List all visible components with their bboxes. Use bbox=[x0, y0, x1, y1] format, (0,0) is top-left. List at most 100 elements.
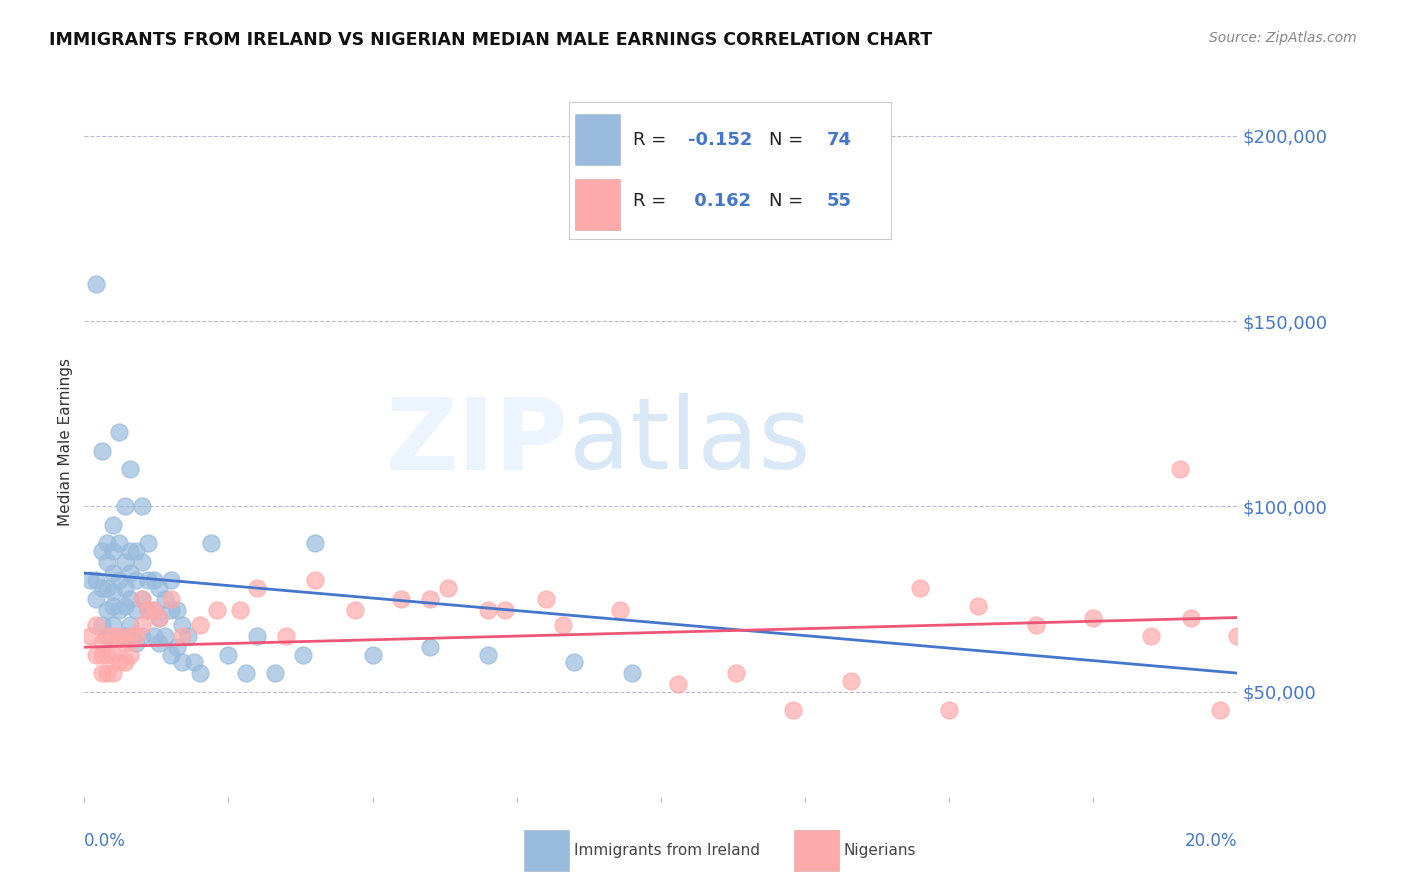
Point bbox=[103, 666, 124, 681]
Point bbox=[96, 581, 118, 595]
Text: 0.162: 0.162 bbox=[688, 193, 751, 211]
Point bbox=[183, 655, 205, 669]
Point bbox=[103, 566, 124, 580]
Point bbox=[84, 574, 107, 588]
Point bbox=[79, 574, 101, 588]
Point bbox=[153, 629, 176, 643]
Point bbox=[103, 629, 124, 643]
Point bbox=[96, 666, 118, 681]
Point bbox=[564, 655, 586, 669]
Point bbox=[96, 629, 118, 643]
Point bbox=[142, 603, 165, 617]
Point bbox=[79, 629, 101, 643]
Point bbox=[120, 629, 142, 643]
Point bbox=[131, 555, 153, 569]
Text: 55: 55 bbox=[827, 193, 852, 211]
Point bbox=[114, 599, 136, 614]
Point bbox=[1168, 462, 1191, 476]
Point bbox=[136, 536, 159, 550]
Text: 20.0%: 20.0% bbox=[1185, 832, 1237, 850]
Point bbox=[131, 618, 153, 632]
Point bbox=[166, 640, 188, 655]
Y-axis label: Median Male Earnings: Median Male Earnings bbox=[58, 358, 73, 525]
Point bbox=[391, 592, 413, 607]
Point bbox=[120, 618, 142, 632]
Point bbox=[84, 277, 107, 291]
Point bbox=[125, 574, 148, 588]
Text: ZIP: ZIP bbox=[385, 393, 568, 490]
Point bbox=[96, 603, 118, 617]
Point bbox=[125, 544, 148, 558]
Point bbox=[120, 566, 142, 580]
Point bbox=[136, 574, 159, 588]
Text: N =: N = bbox=[769, 193, 808, 211]
Point bbox=[125, 629, 148, 643]
Point bbox=[172, 655, 194, 669]
Point bbox=[125, 603, 148, 617]
Point bbox=[1226, 629, 1249, 643]
Point bbox=[477, 603, 499, 617]
Point bbox=[276, 629, 298, 643]
Point bbox=[160, 648, 183, 662]
Point bbox=[148, 610, 170, 624]
Point bbox=[205, 603, 228, 617]
Text: R =: R = bbox=[633, 193, 672, 211]
Point bbox=[96, 555, 118, 569]
Point bbox=[263, 666, 285, 681]
Point bbox=[534, 592, 557, 607]
Point bbox=[910, 581, 932, 595]
Point bbox=[142, 603, 165, 617]
Text: Nigerians: Nigerians bbox=[844, 844, 917, 858]
Point bbox=[304, 574, 326, 588]
Point bbox=[103, 599, 124, 614]
FancyBboxPatch shape bbox=[575, 178, 620, 229]
Point bbox=[131, 629, 153, 643]
Point bbox=[90, 666, 112, 681]
Point bbox=[967, 599, 990, 614]
Point bbox=[108, 629, 131, 643]
Point bbox=[477, 648, 499, 662]
Point bbox=[108, 536, 131, 550]
Point bbox=[90, 618, 112, 632]
FancyBboxPatch shape bbox=[575, 114, 620, 165]
Point bbox=[108, 425, 131, 440]
Point bbox=[84, 648, 107, 662]
Point bbox=[120, 592, 142, 607]
Point bbox=[96, 629, 118, 643]
Point bbox=[246, 629, 269, 643]
Point bbox=[344, 603, 367, 617]
Point bbox=[551, 618, 574, 632]
Point bbox=[114, 500, 136, 514]
Point bbox=[172, 629, 194, 643]
Point bbox=[103, 618, 124, 632]
Point bbox=[246, 581, 269, 595]
Point bbox=[724, 666, 747, 681]
Point bbox=[361, 648, 384, 662]
Point bbox=[839, 673, 862, 688]
Point bbox=[120, 462, 142, 476]
Text: Source: ZipAtlas.com: Source: ZipAtlas.com bbox=[1209, 31, 1357, 45]
Text: -0.152: -0.152 bbox=[688, 131, 752, 149]
Point bbox=[229, 603, 252, 617]
Point bbox=[125, 636, 148, 650]
Point bbox=[609, 603, 631, 617]
Point bbox=[114, 629, 136, 643]
Point bbox=[120, 648, 142, 662]
Point bbox=[782, 703, 804, 717]
Point bbox=[148, 610, 170, 624]
Point bbox=[938, 703, 960, 717]
Point bbox=[108, 574, 131, 588]
Point bbox=[200, 536, 222, 550]
Point bbox=[419, 592, 441, 607]
Point bbox=[218, 648, 240, 662]
Text: R =: R = bbox=[633, 131, 672, 149]
Text: Immigrants from Ireland: Immigrants from Ireland bbox=[574, 844, 759, 858]
Point bbox=[621, 666, 644, 681]
Point bbox=[142, 574, 165, 588]
Point bbox=[90, 636, 112, 650]
Point bbox=[160, 603, 183, 617]
Point bbox=[160, 574, 183, 588]
Point bbox=[1140, 629, 1163, 643]
Point bbox=[160, 592, 183, 607]
Point bbox=[131, 592, 153, 607]
